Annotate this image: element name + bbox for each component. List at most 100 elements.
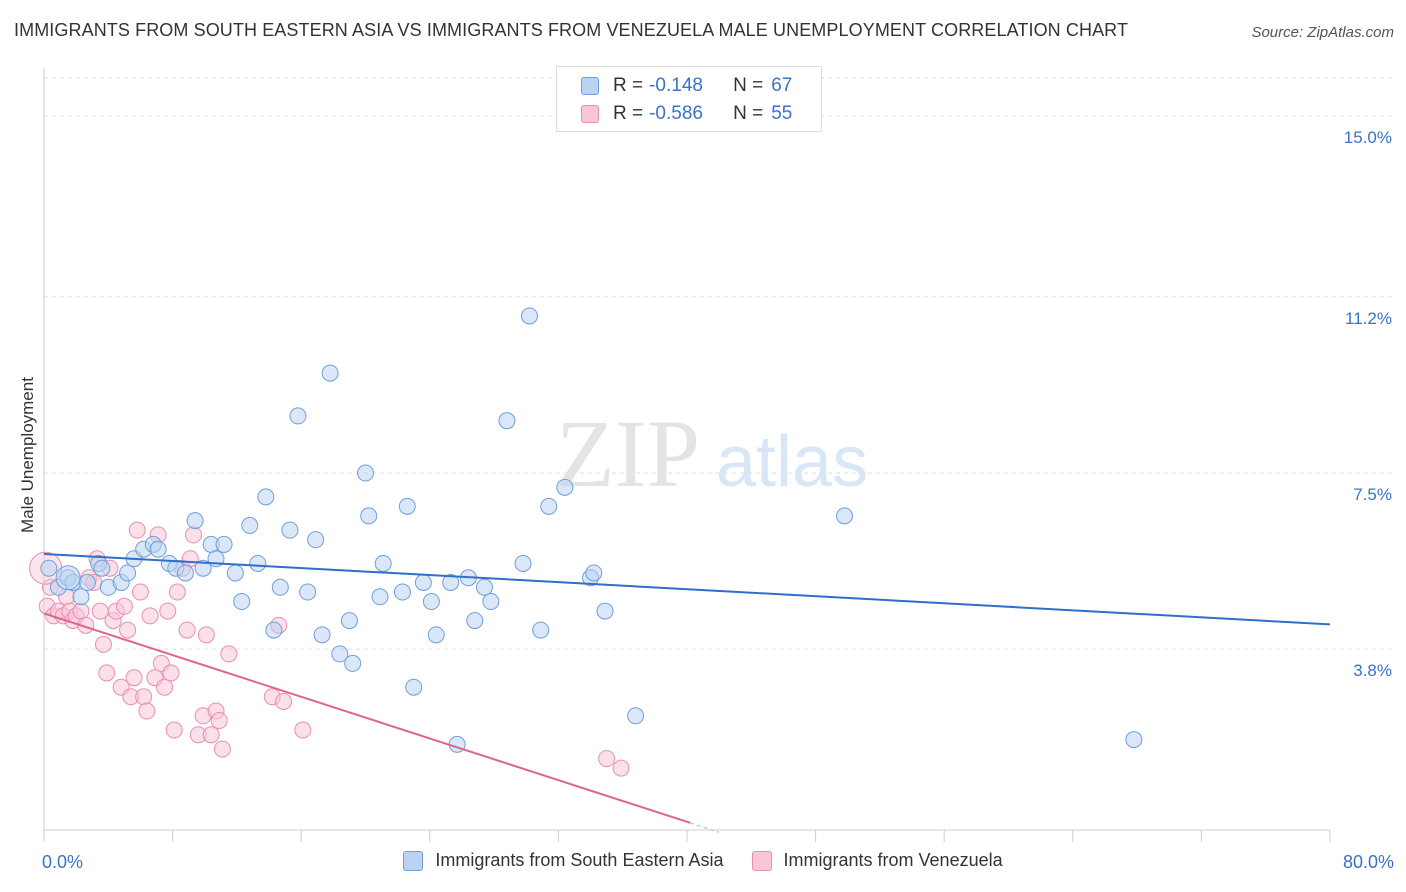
venezuela-point xyxy=(202,726,220,744)
legend-row-sea: R = -0.148 N = 67 xyxy=(581,72,792,100)
series-swatch-blue xyxy=(403,850,424,871)
x-tick-label-min: 0.0% xyxy=(42,852,83,872)
sea-point xyxy=(540,497,558,515)
venezuela-point xyxy=(197,626,215,644)
gridlines xyxy=(44,77,1392,650)
sea-point xyxy=(393,583,411,601)
sea-point xyxy=(1125,731,1143,749)
sea-point xyxy=(40,559,58,577)
sea-point xyxy=(307,531,325,549)
chart-title: IMMIGRANTS FROM SOUTH EASTERN ASIA VS IM… xyxy=(14,20,1129,40)
sea-point xyxy=(119,564,137,582)
sea-point xyxy=(149,540,167,558)
series-swatch-pink xyxy=(751,850,772,871)
x-tick-label-max: 80.0% xyxy=(1343,852,1394,872)
venezuela-point xyxy=(162,664,180,682)
series-name-venezuela: Immigrants from Venezuela xyxy=(783,850,1003,870)
venezuela-point xyxy=(159,602,177,620)
venezuela-point xyxy=(178,621,196,639)
sea-point xyxy=(520,307,538,325)
trend-lines xyxy=(43,552,1331,834)
venezuela-point xyxy=(72,602,90,620)
correlation-legend: R = -0.148 N = 67 R = -0.586 N = 55 xyxy=(556,66,822,132)
legend-r-label: R = xyxy=(613,75,644,96)
sea-point xyxy=(556,478,574,496)
sea-point xyxy=(281,521,299,539)
sea-point xyxy=(72,588,90,606)
legend-r-value: -0.148 xyxy=(649,75,703,96)
source-credit: Source: ZipAtlas.com xyxy=(1251,24,1394,41)
venezuela-point xyxy=(612,759,630,777)
venezuela-point xyxy=(115,597,133,615)
sea-point xyxy=(422,593,440,611)
venezuela-point xyxy=(210,712,228,730)
venezuela-point xyxy=(141,607,159,625)
legend-n-value: 55 xyxy=(771,103,793,124)
venezuela-point xyxy=(98,664,116,682)
venezuela-point xyxy=(125,669,143,687)
venezuela-point xyxy=(168,583,186,601)
sea-point xyxy=(466,612,484,630)
venezuela-point xyxy=(165,721,183,739)
sea-point xyxy=(374,554,392,572)
venezuela-point xyxy=(294,721,312,739)
venezuela-point xyxy=(94,635,112,653)
sea-point xyxy=(340,612,358,630)
sea-point xyxy=(627,707,645,725)
watermark-atlas: atlas xyxy=(716,422,868,502)
series-legend-venezuela[interactable]: Immigrants from Venezuela xyxy=(751,850,1003,871)
sea-point xyxy=(176,564,194,582)
legend-swatch-pink xyxy=(581,105,599,123)
sea-point xyxy=(596,602,614,620)
sea-point xyxy=(344,654,362,672)
sea-point xyxy=(371,588,389,606)
sea-point xyxy=(398,497,416,515)
sea-point xyxy=(215,535,233,553)
sea-point xyxy=(78,574,96,592)
y-tick-label: 3.8% xyxy=(1353,661,1392,680)
tick-labels: 3.8% 7.5% 11.2% 15.0% 0.0% 80.0% xyxy=(42,128,1394,872)
sea-point xyxy=(442,574,460,592)
series-venezuela-points xyxy=(29,521,630,777)
sea-trend-line xyxy=(43,552,1331,626)
venezuela-point xyxy=(131,583,149,601)
series-name-sea: Immigrants from South Eastern Asia xyxy=(435,850,724,870)
venezuela-point xyxy=(220,645,238,663)
venezuela-trend-line xyxy=(43,612,691,824)
sea-point xyxy=(257,488,275,506)
sea-point xyxy=(93,559,111,577)
venezuela-point xyxy=(119,621,137,639)
sea-point xyxy=(186,512,204,530)
sea-point xyxy=(226,564,244,582)
sea-point xyxy=(414,574,432,592)
watermark-zip: ZIP xyxy=(556,400,700,507)
sea-point xyxy=(321,364,339,382)
venezuela-point xyxy=(135,688,153,706)
sea-point xyxy=(482,593,500,611)
venezuela-point xyxy=(598,750,616,768)
sea-point xyxy=(299,583,317,601)
venezuela-point xyxy=(156,678,174,696)
venezuela-point xyxy=(138,702,156,720)
legend-row-venezuela: R = -0.586 N = 55 xyxy=(581,100,792,128)
sea-point xyxy=(514,554,532,572)
venezuela-point xyxy=(184,526,202,544)
sea-point xyxy=(249,554,267,572)
sea-point xyxy=(427,626,445,644)
watermark: ZIP atlas xyxy=(556,400,868,507)
legend-swatch-blue xyxy=(581,77,599,95)
legend-n-label: N = xyxy=(733,103,764,124)
sea-point xyxy=(241,516,259,534)
sea-point xyxy=(405,678,423,696)
venezuela-trend-extension xyxy=(689,822,720,834)
sea-point xyxy=(265,621,283,639)
sea-point xyxy=(475,578,493,596)
series-legend-sea[interactable]: Immigrants from South Eastern Asia xyxy=(403,850,724,871)
sea-point xyxy=(313,626,331,644)
venezuela-point xyxy=(128,521,146,539)
venezuela-point xyxy=(275,692,293,710)
y-tick-label: 7.5% xyxy=(1353,485,1392,504)
sea-point xyxy=(271,578,289,596)
sea-point xyxy=(289,407,307,425)
